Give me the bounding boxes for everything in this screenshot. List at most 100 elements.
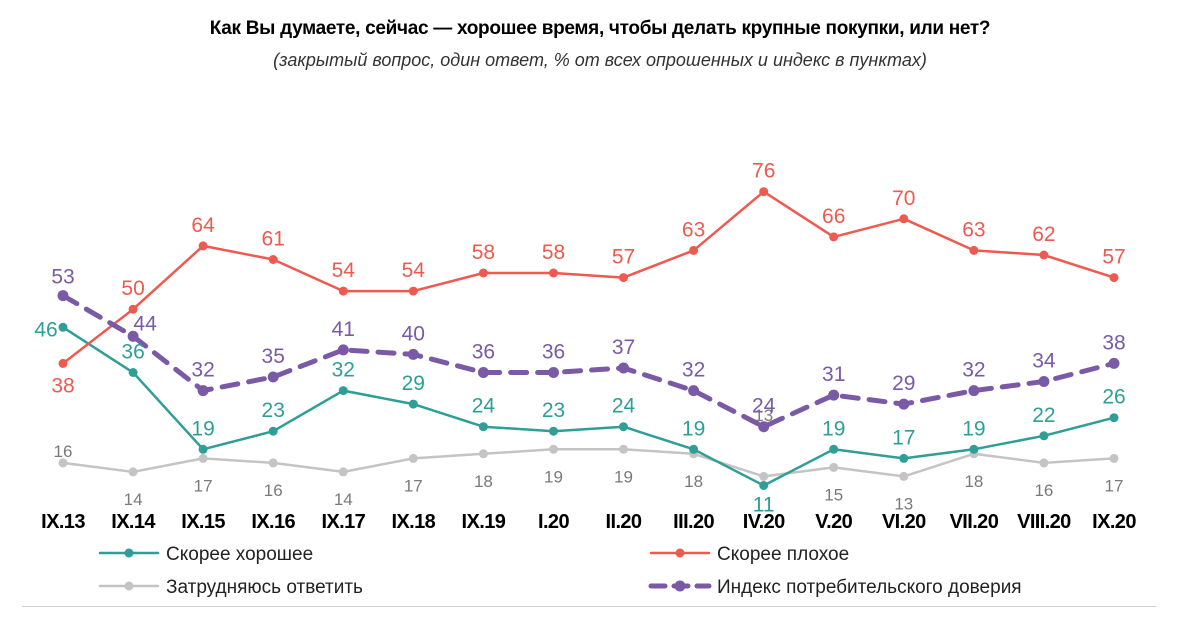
legend-label: Индекс потребительского доверия <box>717 577 1022 598</box>
point-good-9 <box>689 444 699 454</box>
data-label-hard-8: 19 <box>614 467 633 486</box>
point-index-4 <box>337 344 349 356</box>
data-label-index-11: 31 <box>822 363 845 386</box>
data-label-hard-5: 17 <box>404 476 423 495</box>
point-bad-2 <box>198 241 208 251</box>
data-label-bad-5: 54 <box>402 259 426 282</box>
data-label-bad-0: 38 <box>51 374 74 397</box>
x-tick-label: II.20 <box>606 511 642 533</box>
data-label-good-12: 17 <box>892 426 915 449</box>
point-good-10 <box>759 481 769 490</box>
point-index-7 <box>548 367 559 378</box>
data-label-index-12: 29 <box>892 372 915 395</box>
data-label-hard-14: 16 <box>1034 481 1053 500</box>
point-hard-10 <box>759 471 769 481</box>
legend-swatch-marker <box>124 548 134 558</box>
data-label-index-14: 34 <box>1032 350 1056 373</box>
point-good-6 <box>478 422 488 432</box>
point-bad-1 <box>128 304 138 314</box>
point-index-0 <box>57 290 69 302</box>
x-tick-label: IX.18 <box>391 511 435 533</box>
point-good-4 <box>338 386 348 396</box>
data-label-good-8: 24 <box>612 395 636 418</box>
point-bad-3 <box>268 255 278 264</box>
series-line-bad <box>61 190 1116 365</box>
legend-item-hard: Затрудняюсь ответить <box>98 577 363 598</box>
data-label-index-13: 32 <box>962 359 985 382</box>
data-label-bad-4: 54 <box>332 259 356 282</box>
point-bad-6 <box>478 268 488 278</box>
data-label-hard-0: 16 <box>54 442 73 461</box>
chart-title: Как Вы думаете, сейчас — хорошее время, … <box>209 18 991 39</box>
point-index-14 <box>1038 376 1050 387</box>
data-label-good-1: 36 <box>121 341 144 364</box>
x-tick-label: I.20 <box>538 511 569 533</box>
series-line-good <box>61 326 1116 487</box>
data-label-bad-1: 50 <box>121 277 144 300</box>
point-hard-4 <box>338 467 348 477</box>
point-bad-12 <box>899 214 909 224</box>
x-tick-label: IX.13 <box>41 511 85 533</box>
point-bad-14 <box>1039 250 1049 260</box>
point-bad-13 <box>969 245 979 255</box>
x-tick-label: IX.16 <box>251 511 295 533</box>
data-label-bad-8: 57 <box>612 246 635 269</box>
x-tick-label: VII.20 <box>950 511 999 533</box>
point-index-11 <box>828 389 840 401</box>
data-label-hard-15: 17 <box>1105 476 1124 495</box>
data-label-good-15: 26 <box>1102 386 1125 409</box>
point-hard-5 <box>408 453 418 463</box>
data-label-good-7: 23 <box>542 399 565 422</box>
point-index-9 <box>688 385 700 397</box>
point-hard-7 <box>549 444 558 454</box>
data-label-index-4: 41 <box>332 318 355 341</box>
legend-swatch-marker <box>674 580 686 592</box>
point-bad-11 <box>829 232 839 242</box>
data-label-good-6: 24 <box>472 395 496 418</box>
point-good-0 <box>58 322 68 332</box>
data-label-good-5: 29 <box>402 372 425 395</box>
point-bad-7 <box>549 268 558 278</box>
series-line-hard <box>61 448 1116 478</box>
data-label-hard-9: 18 <box>684 472 703 491</box>
x-tick-label: III.20 <box>673 511 714 533</box>
point-hard-8 <box>619 444 628 454</box>
point-good-7 <box>549 426 558 436</box>
data-label-index-2: 32 <box>191 359 214 382</box>
data-label-hard-3: 16 <box>264 481 283 500</box>
data-label-hard-1: 14 <box>124 490 143 509</box>
point-hard-0 <box>58 458 68 468</box>
data-label-good-11: 19 <box>822 417 845 440</box>
point-index-8 <box>618 362 629 374</box>
point-good-14 <box>1039 431 1049 441</box>
data-label-index-15: 38 <box>1102 331 1125 354</box>
point-bad-0 <box>58 358 68 368</box>
x-tick-label: IX.19 <box>462 511 506 533</box>
x-tick-label: VI.20 <box>882 511 926 533</box>
point-hard-12 <box>899 471 909 481</box>
point-good-1 <box>128 368 138 377</box>
data-label-hard-7: 19 <box>544 467 563 486</box>
data-label-bad-11: 66 <box>822 205 845 228</box>
x-axis-ticks: IX.13 IX.14 IX.15 IX.16 IX.17 IX.18 IX.19 I.20 I… <box>41 511 1137 533</box>
data-label-bad-6: 58 <box>472 241 495 264</box>
data-label-bad-14: 62 <box>1032 223 1055 246</box>
point-good-15 <box>1109 413 1119 423</box>
point-index-3 <box>267 371 279 383</box>
data-label-bad-13: 63 <box>962 218 985 241</box>
legend-item-good: Скорее хорошее <box>98 544 313 565</box>
data-label-good-3: 23 <box>262 399 285 422</box>
point-bad-9 <box>689 245 699 255</box>
data-label-good-14: 22 <box>1032 404 1055 427</box>
point-hard-2 <box>198 453 208 463</box>
data-label-good-9: 19 <box>682 417 705 440</box>
point-good-11 <box>829 444 839 454</box>
point-index-12 <box>898 398 910 410</box>
data-labels: 16 14 17 16 14 17 18 19 19 18 13 15 13 18 16 17 46 36 19 23… <box>34 160 1125 517</box>
point-good-8 <box>619 422 628 432</box>
point-good-12 <box>899 453 909 463</box>
point-hard-11 <box>829 462 839 472</box>
point-good-5 <box>408 399 418 409</box>
data-label-index-5: 40 <box>402 322 425 345</box>
